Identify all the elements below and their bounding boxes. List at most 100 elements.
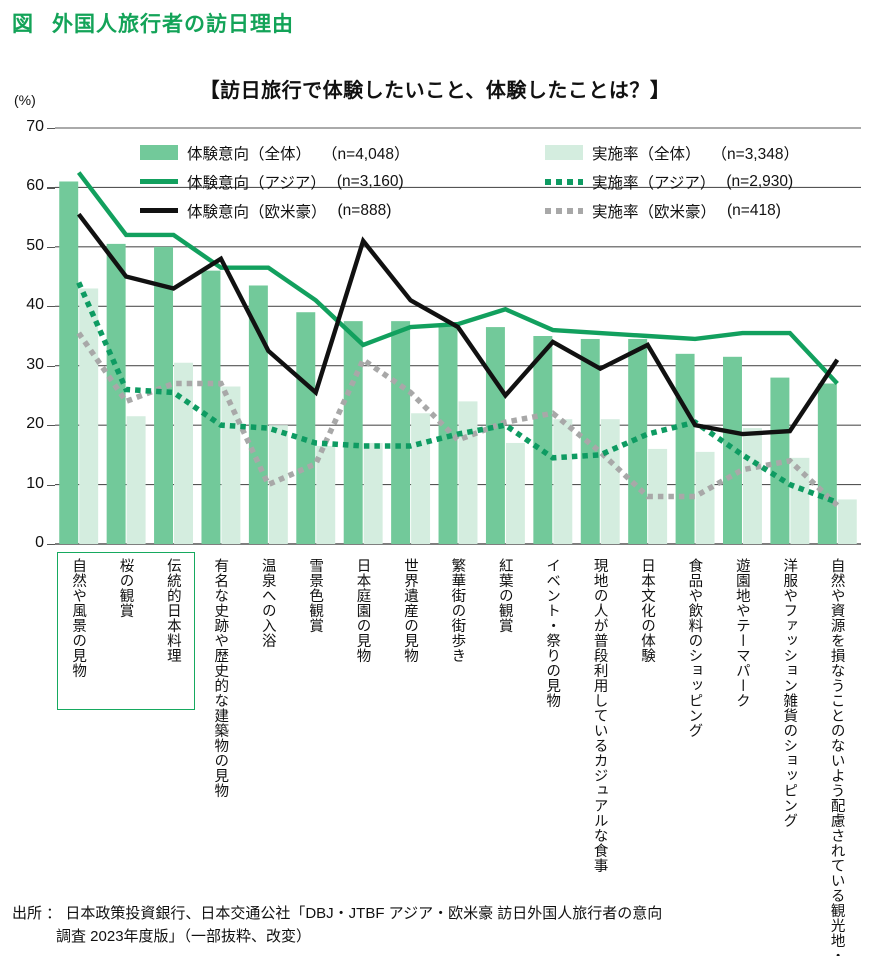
bar-rate-total (553, 419, 573, 544)
bar-rate-total (505, 442, 525, 544)
x-category-label: 桜の観賞 (117, 558, 134, 618)
bar-rate-total (742, 428, 762, 544)
line-rate-asia (76, 281, 839, 505)
legend-dotted-green-icon (545, 178, 583, 185)
source-line-2: 調査 2023年度版」（一部抜粋、改変） (56, 928, 312, 946)
y-tick-mark (47, 187, 55, 189)
line-intent-asia (76, 171, 839, 386)
x-category-label: 伝統的日本料理 (164, 558, 181, 663)
bar-intent-total (106, 243, 126, 544)
y-tick-mark (47, 544, 55, 546)
x-category-label: 自然や風景の見物 (70, 558, 87, 678)
y-tick-mark (47, 484, 55, 486)
bar-rate-total (221, 386, 241, 544)
x-category-label: イベント・祭りの見物 (544, 558, 561, 708)
bar-rate-total (837, 499, 857, 544)
legend-item-rate-total: 実施率（全体） （n=3,348） (545, 142, 870, 164)
figure-title: 外国人旅行者の訪日理由 (52, 13, 294, 36)
y-tick-70: 70 (26, 118, 44, 135)
legend-item-rate-western: 実施率（欧米豪） (n=418) (545, 200, 870, 222)
x-category-label: 日本文化の体験 (639, 558, 655, 663)
y-tick-60: 60 (26, 177, 44, 195)
legend-label: 体験意向（全体） (187, 145, 312, 163)
bar-rate-total (790, 457, 810, 544)
bar-intent-total (628, 338, 648, 544)
bar-intent-total (485, 327, 505, 544)
legend-sample-size: （n=4,048） (322, 145, 410, 163)
legend-dotted-gray-icon (545, 207, 583, 214)
y-tick-mark (47, 365, 55, 367)
chart-title: 【訪日旅行で体験したいこと、体験したことは？】 (199, 80, 671, 102)
x-axis-category-labels: 自然や風景の見物 桜の観賞 伝統的日本料理 有名な史跡や歴史的な建築物の見物 温泉への入… (55, 552, 861, 956)
y-tick-50: 50 (26, 236, 44, 254)
y-tick-mark (47, 306, 55, 308)
line-intent-western (76, 212, 840, 437)
legend-item-intent-total: 体験意向（全体） （n=4,048） (140, 142, 545, 164)
bar-rate-total (648, 448, 668, 544)
x-category-label: 洋服やファッション雑貨のショッピング (781, 558, 798, 828)
x-category-label: 雪景色観賞 (307, 558, 324, 633)
legend-label: 体験意向（アジア） (187, 174, 326, 192)
legend-sample-size: (n=888) (337, 201, 392, 219)
bar-rate-total (458, 401, 478, 544)
bar-rate-total (695, 451, 715, 544)
bar-intent-total (817, 383, 837, 544)
line-rate-western (76, 331, 840, 508)
y-tick-30: 30 (26, 355, 44, 373)
source-line-1: 出所 ： 日本政策投資銀行、日本交通公社「DBJ・JTBF アジア・欧米豪 訪日… (12, 905, 663, 922)
bar-rate-total (268, 425, 288, 544)
chart-legend: 体験意向（全体） （n=4,048） 実施率（全体） （n=3,348） 体験意向（アジ… (140, 138, 840, 225)
legend-label: 体験意向（欧米豪） (187, 203, 327, 221)
x-category-label: 自然や資源を損なうことのないよう配慮されている観光地・観光ツアー (828, 558, 845, 956)
y-tick-40: 40 (26, 296, 44, 314)
plot-area (55, 127, 861, 545)
bar-intent-total (723, 356, 742, 544)
bar-intent-total (343, 321, 363, 544)
x-category-label: 温泉への入浴 (259, 558, 276, 648)
x-category-label: 日本庭園の見物 (354, 558, 371, 663)
bar-rate-total (316, 445, 336, 544)
x-category-label: 遊園地やテーマパーク (733, 558, 750, 708)
y-axis-unit-label: (%) (14, 92, 36, 108)
legend-swatch-bar-light-icon (545, 145, 583, 160)
legend-label: 実施率（全体） (592, 145, 701, 163)
bar-intent-total (201, 270, 221, 544)
bar-rate-total (411, 413, 431, 544)
legend-label: 実施率（アジア） (592, 174, 716, 192)
y-tick-10: 10 (26, 474, 44, 492)
legend-line-green-icon (140, 179, 178, 184)
bar-rate-total (600, 419, 620, 544)
legend-label: 実施率（欧米豪） (592, 203, 717, 221)
y-tick-mark (47, 128, 55, 130)
legend-sample-size: (n=3,160) (336, 172, 404, 190)
bar-rate-total (363, 442, 383, 544)
y-tick-0: 0 (35, 534, 44, 551)
figure-label: 図 (12, 13, 34, 36)
legend-sample-size: （n=3,348） (711, 145, 799, 163)
bar-rate-total (174, 362, 193, 544)
bar-intent-total (675, 353, 695, 544)
bar-intent-total (59, 181, 79, 544)
y-tick-20: 20 (26, 415, 44, 433)
legend-swatch-bar-dark-icon (140, 145, 178, 160)
x-category-label: 世界遺産の見物 (401, 558, 418, 663)
legend-sample-size: (n=2,930) (726, 172, 794, 190)
legend-item-intent-asia: 体験意向（アジア） (n=3,160) (140, 171, 545, 193)
x-category-label: 紅葉の観賞 (496, 558, 513, 633)
bar-intent-total (391, 321, 411, 544)
bar-intent-total (533, 336, 553, 544)
x-category-label: 食品や飲料のショッピング (686, 558, 703, 738)
bar-intent-total (248, 285, 268, 544)
bar-rate-total (126, 416, 146, 544)
legend-item-rate-asia: 実施率（アジア） (n=2,930) (545, 171, 870, 193)
figure-heading: 図 外国人旅行者の訪日理由 (12, 8, 294, 38)
x-category-label: 繁華街の街歩き (449, 558, 466, 663)
y-tick-mark (47, 246, 55, 249)
y-tick-mark (47, 425, 55, 427)
source-note: 出所 ： 日本政策投資銀行、日本交通公社「DBJ・JTBF アジア・欧米豪 訪日… (12, 902, 862, 949)
x-category-label: 現地の人が普段利用しているカジュアルな食事 (591, 558, 608, 873)
legend-sample-size: (n=418) (727, 201, 781, 219)
legend-line-black-icon (140, 208, 178, 213)
x-category-label: 有名な史跡や歴史的な建築物の見物 (212, 558, 229, 798)
